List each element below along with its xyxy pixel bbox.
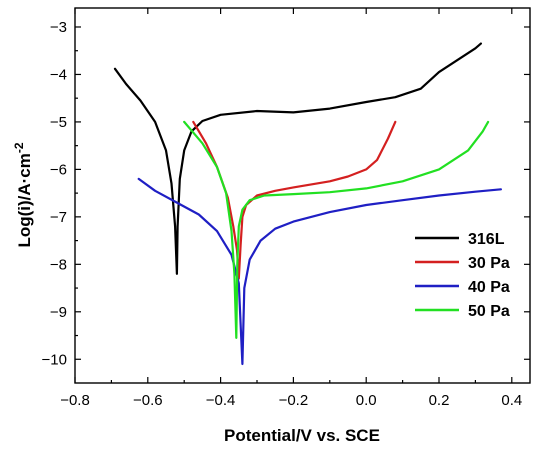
- legend: 316L 30 Pa 40 Pa 50 Pa: [415, 231, 510, 320]
- series-line-40-pa: [137, 177, 502, 366]
- plot-area-border: [74, 7, 531, 384]
- x-tick-label: −0.6: [133, 392, 163, 409]
- legend-label-30-pa: 30 Pa: [468, 255, 510, 272]
- y-tick-label: −9: [50, 304, 67, 321]
- y-tick-label: −3: [50, 19, 67, 36]
- series-line-50-pa: [183, 120, 490, 339]
- y-tick-label: −6: [50, 161, 67, 178]
- y-axis-title-main: Log(i)/A·cm: [15, 153, 34, 247]
- y-tick-label: −4: [50, 66, 67, 83]
- y-tick-label: −10: [42, 351, 67, 368]
- x-tick-label: −0.4: [206, 392, 236, 409]
- plot-frame: [74, 7, 531, 384]
- legend-label-50-pa: 50 Pa: [468, 303, 510, 320]
- x-tick-label: 0.2: [429, 392, 450, 409]
- x-axis: −0.8 −0.6 −0.4 −0.2 0.0 0.2 0.4: [60, 8, 522, 409]
- series-layer: [113, 42, 502, 366]
- legend-label-40-pa: 40 Pa: [468, 279, 510, 296]
- x-tick-label: 0.4: [501, 392, 522, 409]
- y-axis: −10 −9 −8 −7 −6 −5 −4 −3: [42, 19, 530, 368]
- x-axis-title: Potential/V vs. SCE: [224, 426, 380, 445]
- y-axis-title-superscript: -2: [12, 142, 26, 153]
- legend-label-316l: 316L: [468, 231, 505, 248]
- x-tick-label: −0.2: [279, 392, 309, 409]
- x-tick-label: 0.0: [356, 392, 377, 409]
- x-tick-label: −0.8: [60, 392, 90, 409]
- y-axis-title: Log(i)/A·cm-2: [12, 142, 34, 247]
- series-line-30-pa: [192, 120, 397, 280]
- y-tick-label: −5: [50, 114, 67, 131]
- y-tick-label: −7: [50, 209, 67, 226]
- y-tick-label: −8: [50, 256, 67, 273]
